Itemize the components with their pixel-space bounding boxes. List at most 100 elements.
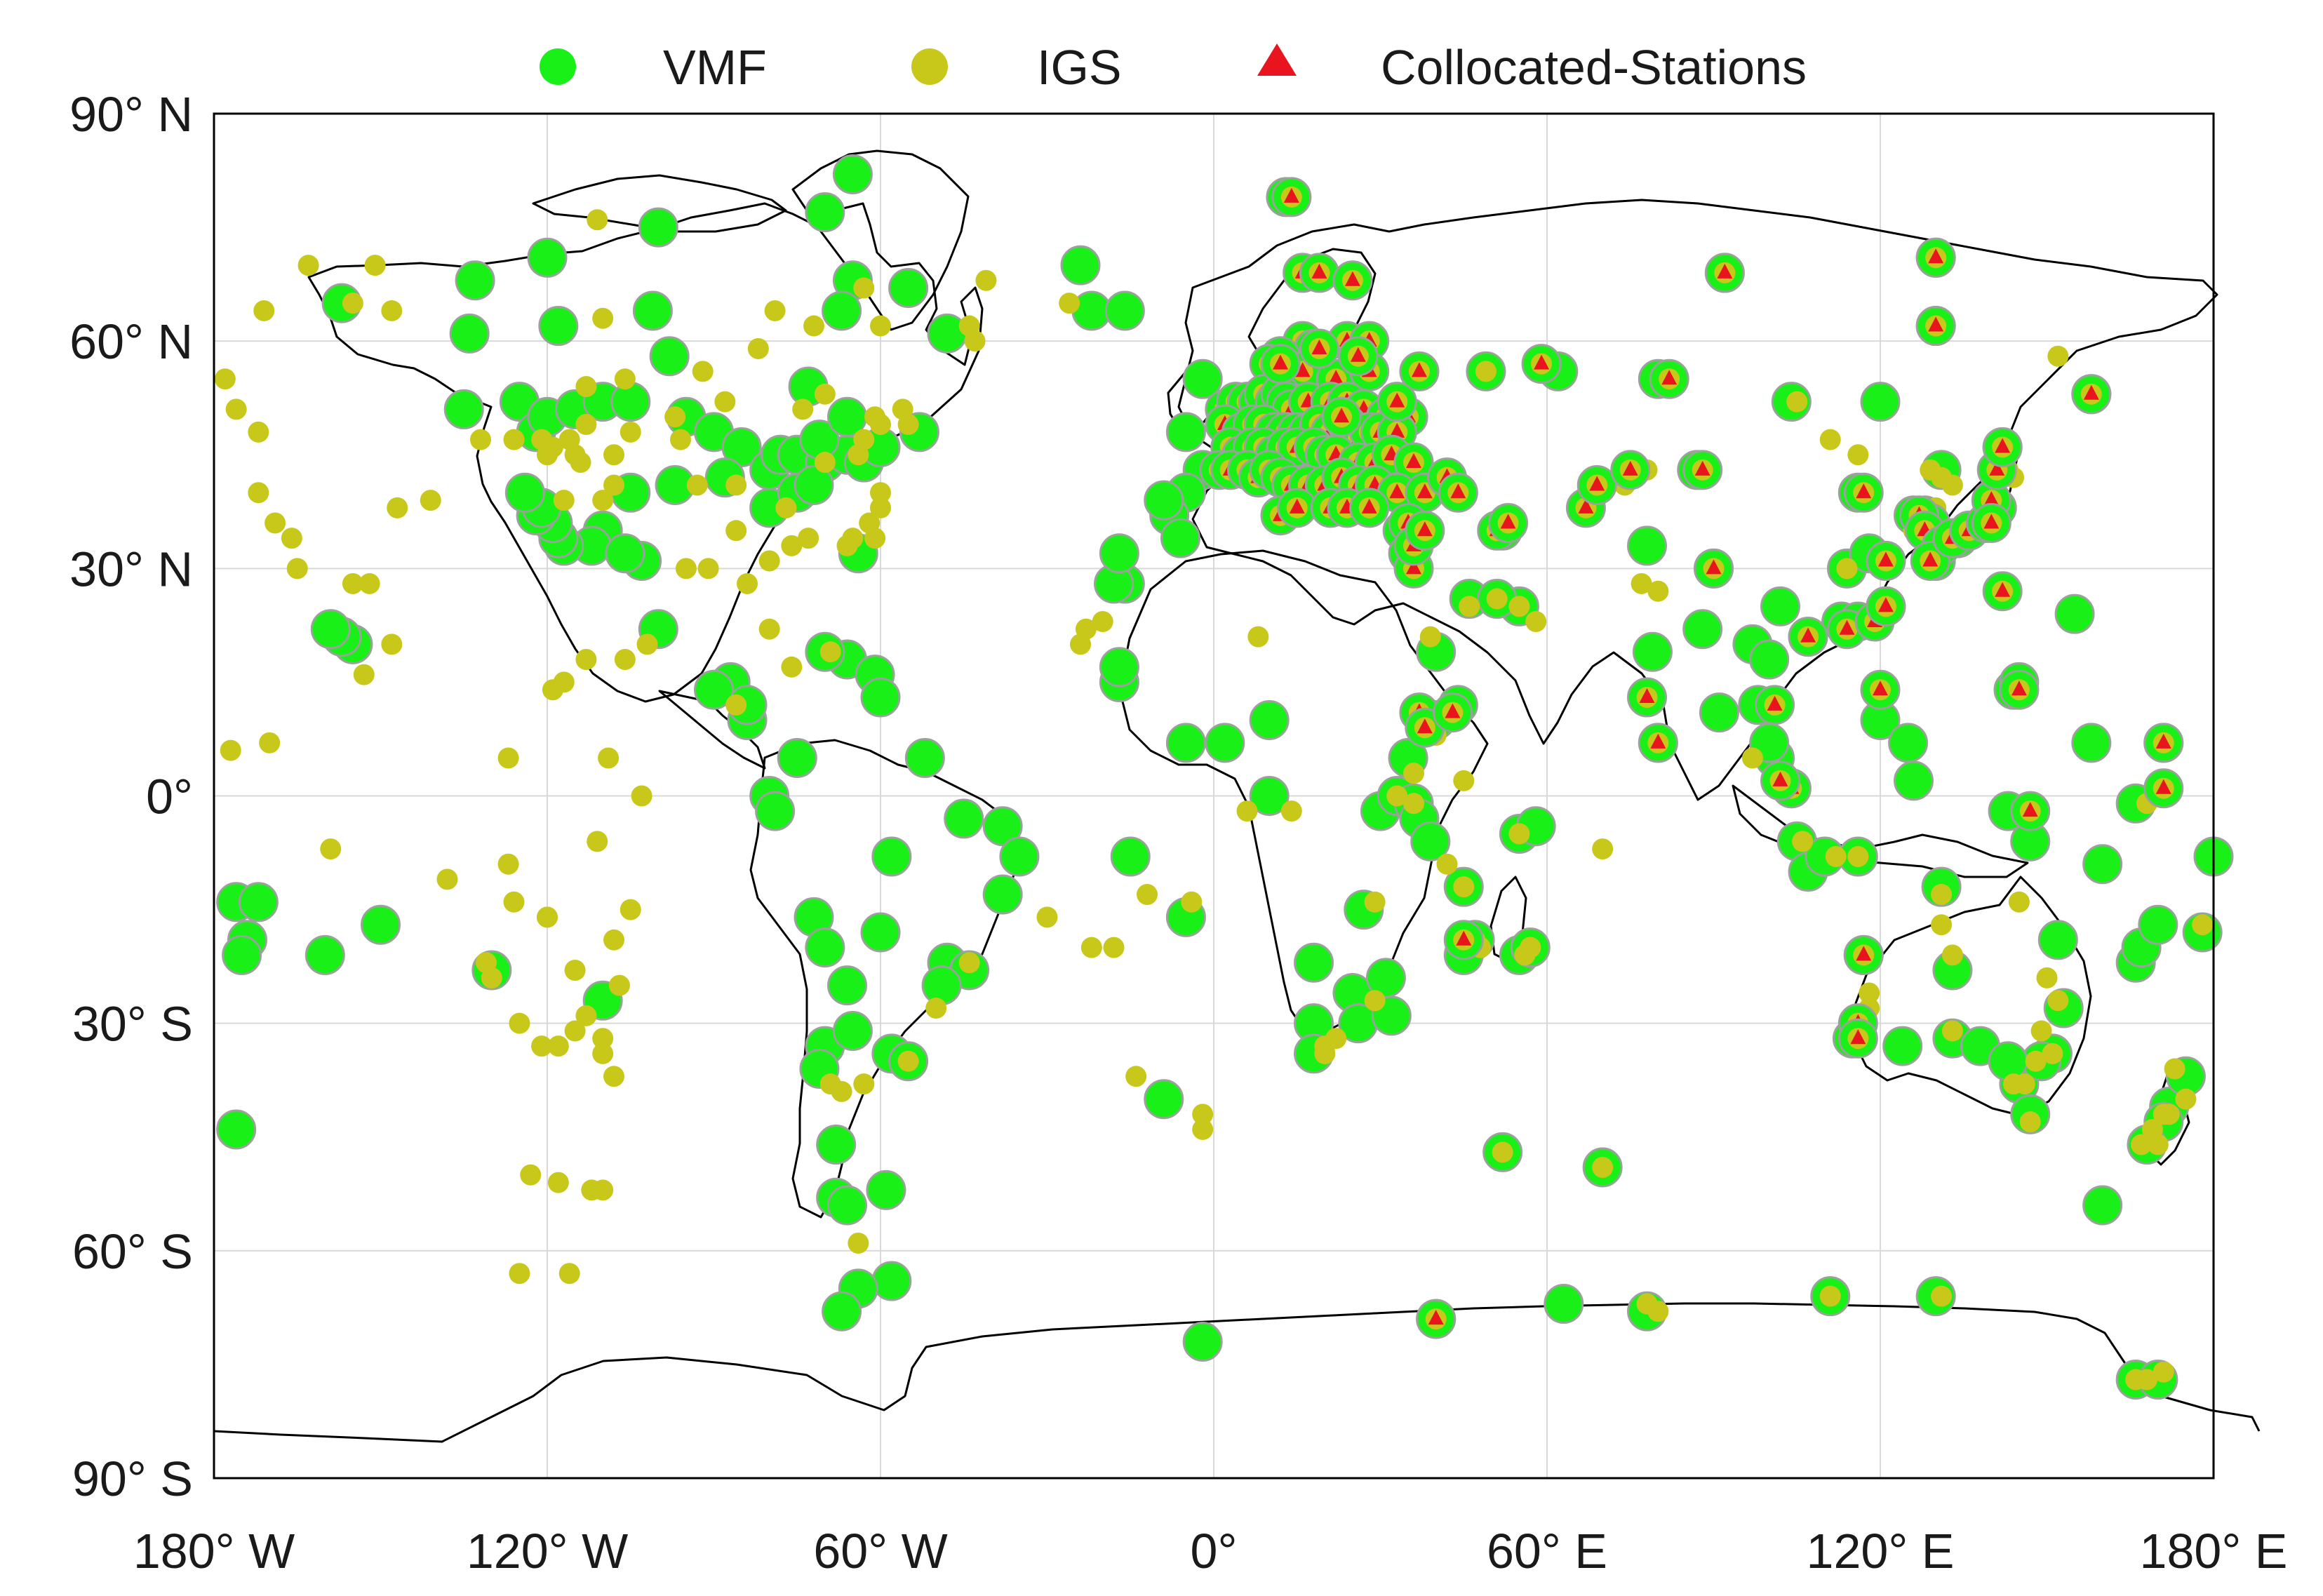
igs-station-marker bbox=[758, 618, 780, 640]
igs-station-marker bbox=[220, 739, 241, 761]
igs-station-marker bbox=[803, 315, 824, 337]
collocated-station-triangle bbox=[1983, 491, 2000, 507]
igs-station-marker bbox=[2036, 967, 2058, 988]
collocated-station-triangle bbox=[1273, 354, 1288, 370]
igs-station-marker bbox=[1941, 1020, 1963, 1042]
vmf-station-marker bbox=[1894, 760, 1934, 801]
igs-station-marker bbox=[1181, 891, 1203, 913]
collocated-station-marker bbox=[1755, 685, 1795, 725]
vmf-station-marker bbox=[755, 791, 796, 831]
vmf-station-marker bbox=[1060, 245, 1101, 286]
collocated-station-marker bbox=[1299, 328, 1339, 369]
collocated-station-marker bbox=[1488, 503, 1529, 543]
igs-station-marker bbox=[620, 899, 641, 920]
coast-antarctica bbox=[213, 1302, 2261, 1443]
collocated-station-marker bbox=[1332, 260, 1373, 301]
igs-station-marker bbox=[848, 444, 869, 466]
collocated-station-triangle bbox=[1694, 460, 1711, 476]
igs-station-marker bbox=[819, 641, 841, 663]
vmf-station-marker bbox=[999, 836, 1040, 877]
vmf-station-marker bbox=[1144, 1079, 1184, 1120]
igs-station-marker bbox=[2019, 1111, 2041, 1133]
vmf-station-marker bbox=[1249, 699, 1290, 740]
vmf-station-marker bbox=[982, 806, 1023, 847]
igs-station-marker bbox=[1931, 883, 1953, 905]
collocated-station-marker bbox=[1860, 669, 1901, 710]
collocated-station-triangle bbox=[1428, 1310, 1444, 1325]
igs-station-marker bbox=[320, 838, 342, 860]
collocated-station-marker bbox=[1405, 707, 1445, 748]
vmf-station-marker bbox=[827, 1185, 867, 1226]
igs-station-marker bbox=[958, 315, 980, 337]
vmf-station-marker bbox=[1144, 480, 1184, 521]
vmf-station-marker bbox=[1627, 525, 1667, 566]
igs-station-marker bbox=[503, 429, 525, 450]
igs-station-marker bbox=[2042, 1042, 2063, 1064]
igs-station-marker bbox=[575, 1005, 597, 1026]
y-axis-tick-labels: 90° N 60° N 30° N 0° 30° S 60° S 90° S bbox=[69, 87, 193, 1506]
vmf-station-marker bbox=[827, 965, 867, 1006]
collocated-station-triangle bbox=[1873, 680, 1888, 696]
igs-station-marker bbox=[259, 732, 281, 753]
igs-station-marker bbox=[1137, 883, 1158, 905]
igs-station-marker bbox=[725, 474, 747, 496]
igs-station-marker bbox=[614, 368, 636, 390]
collocated-station-marker bbox=[1321, 396, 1362, 437]
collocated-station-marker bbox=[2071, 374, 2112, 415]
vmf-station-marker bbox=[777, 737, 817, 778]
collocated-station-triangle bbox=[1456, 930, 1472, 946]
igs-station-marker bbox=[1247, 626, 1269, 648]
igs-station-marker bbox=[281, 528, 302, 549]
igs-station-marker bbox=[975, 269, 997, 291]
igs-station-marker bbox=[1836, 558, 1858, 579]
igs-station-marker bbox=[1931, 914, 1953, 936]
collocated-station-marker bbox=[1443, 920, 1484, 960]
collocated-station-triangle bbox=[1877, 597, 1894, 612]
igs-station-marker bbox=[1453, 770, 1475, 791]
vmf-station-marker bbox=[805, 192, 845, 232]
collocated-station-marker bbox=[1438, 472, 1478, 513]
vmf-station-marker bbox=[860, 912, 901, 953]
vmf-station-marker bbox=[504, 472, 545, 513]
vmf-station-marker bbox=[921, 965, 962, 1006]
vmf-station-marker bbox=[982, 874, 1023, 915]
x-tick-label: 60° E bbox=[1487, 1524, 1607, 1578]
vmf-station-marker bbox=[632, 290, 673, 331]
collocated-station-marker bbox=[1982, 427, 2023, 467]
vmf-station-marker bbox=[871, 836, 912, 877]
igs-station-marker bbox=[342, 572, 363, 594]
x-tick-label: 180° E bbox=[2140, 1524, 2288, 1578]
igs-station-marker bbox=[503, 891, 525, 913]
igs-station-marker bbox=[1036, 906, 1058, 928]
igs-station-marker bbox=[248, 482, 269, 504]
y-tick-label: 60° S bbox=[72, 1224, 193, 1279]
igs-station-marker bbox=[520, 1164, 542, 1186]
collocated-station-marker bbox=[1649, 358, 1689, 399]
collocated-station-triangle bbox=[1283, 187, 1299, 203]
igs-station-marker bbox=[737, 572, 758, 594]
igs-station-marker bbox=[758, 550, 780, 572]
vmf-station-marker bbox=[822, 290, 862, 331]
igs-station-marker bbox=[958, 952, 980, 974]
collocated-station-marker bbox=[1271, 177, 1312, 217]
igs-station-marker bbox=[570, 452, 591, 474]
igs-station-marker bbox=[575, 414, 597, 436]
vmf-station-marker bbox=[832, 154, 873, 194]
igs-station-marker bbox=[1819, 1285, 1841, 1307]
vmf-station-marker bbox=[1699, 692, 1739, 733]
igs-station-marker bbox=[1236, 800, 1258, 822]
vmf-station-marker bbox=[2082, 844, 2123, 885]
igs-station-marker bbox=[592, 1028, 614, 1050]
collocated-station-triangle bbox=[1850, 1029, 1866, 1045]
collocated-station-marker bbox=[1260, 344, 1301, 384]
legend-item-collocated: Collocated-Stations bbox=[1257, 40, 1807, 95]
x-axis-tick-labels: 180° W 120° W 60° W 0° 60° E 120° E 180° E bbox=[133, 1524, 2288, 1578]
collocated-station-triangle bbox=[2022, 802, 2038, 817]
igs-station-marker bbox=[870, 497, 891, 518]
vmf-station-marker bbox=[1099, 647, 1139, 688]
igs-station-marker bbox=[692, 361, 714, 382]
collocated-station-triangle bbox=[1311, 339, 1327, 354]
igs-station-marker bbox=[1103, 937, 1125, 958]
vmf-station-marker bbox=[694, 669, 734, 710]
